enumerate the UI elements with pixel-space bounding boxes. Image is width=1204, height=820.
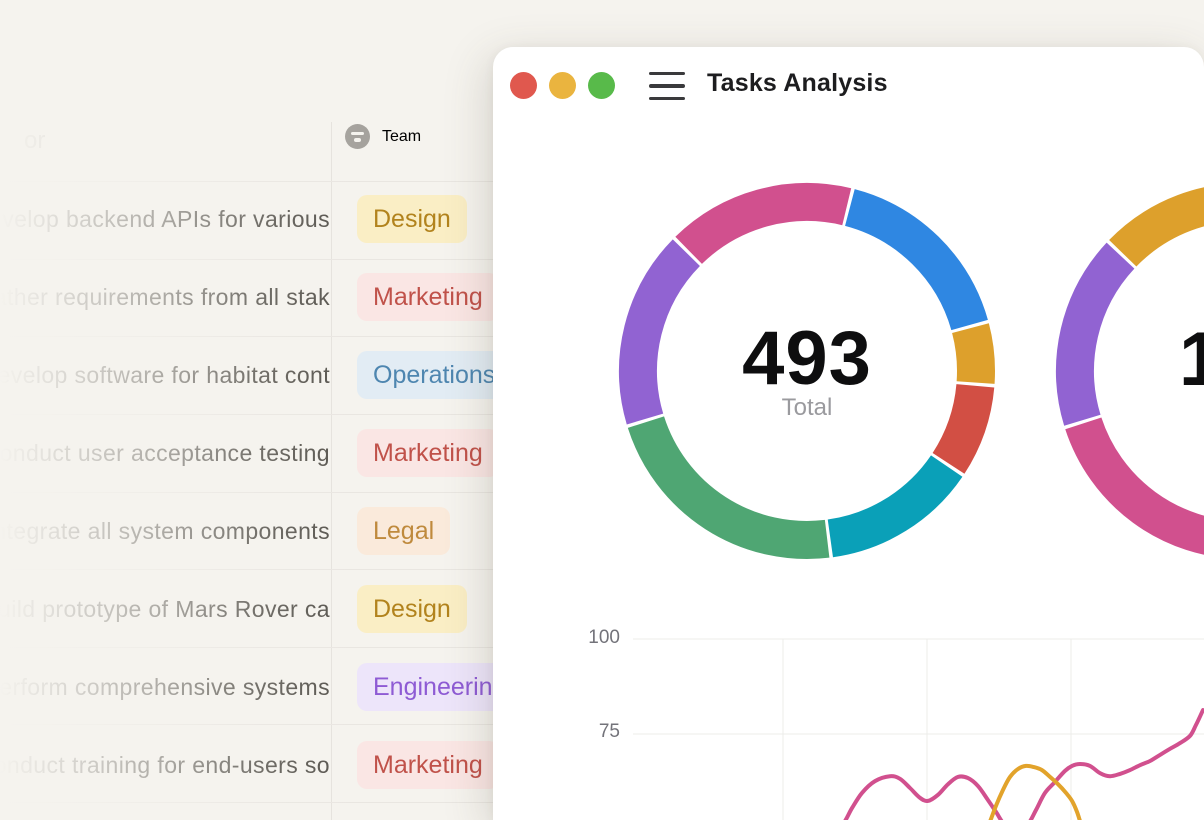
row-separator — [0, 724, 493, 725]
task-name-cell[interactable]: Develop software for habitat cont — [0, 362, 330, 388]
row-separator — [0, 569, 493, 570]
team-tag[interactable]: Marketing — [357, 741, 499, 789]
line-series-pink — [843, 708, 1204, 820]
row-separator — [0, 181, 493, 182]
task-name-cell[interactable]: Integrate all system components — [0, 518, 330, 544]
donut1-total-value: 493 — [742, 316, 872, 401]
row-separator — [0, 492, 493, 493]
select-filter-icon — [345, 124, 370, 149]
donut1-segment-purple — [619, 239, 701, 425]
hamburger-menu-icon[interactable] — [649, 68, 691, 104]
donut1-total-label: Total — [781, 394, 833, 421]
row-separator — [0, 647, 493, 648]
close-traffic-light-button[interactable] — [510, 72, 537, 99]
donut1-segment-pink — [675, 183, 852, 265]
donut1-segment-red — [932, 383, 995, 474]
row-separator — [0, 336, 493, 337]
donut1-segment-teal — [827, 455, 963, 558]
column-divider — [331, 122, 332, 820]
zoom-traffic-light-button[interactable] — [588, 72, 615, 99]
team-tag[interactable]: Marketing — [357, 429, 499, 477]
team-tag[interactable]: Marketing — [357, 273, 499, 321]
task-name-cell[interactable]: Conduct training for end-users so — [0, 752, 330, 778]
left-column-header: or — [24, 127, 46, 154]
row-separator — [0, 259, 493, 260]
team-column-header[interactable]: Team — [345, 124, 421, 149]
team-tag[interactable]: Operations — [357, 351, 512, 399]
donut2-segment-purple — [1056, 242, 1135, 426]
window-titlebar: Tasks Analysis — [493, 47, 1204, 125]
donut1-segment-blue — [844, 189, 988, 331]
task-name-cell[interactable]: Perform comprehensive systems — [0, 674, 330, 700]
donut2-total-value-partial: 1 — [1179, 317, 1204, 402]
donut2-segment-orange — [1109, 187, 1204, 267]
analysis-charts — [619, 183, 1204, 820]
team-tag[interactable]: Design — [357, 585, 467, 633]
y-axis-tick-100: 100 — [588, 627, 620, 648]
task-name-cell[interactable]: Gather requirements from all stak — [0, 284, 330, 310]
window-title: Tasks Analysis — [707, 69, 888, 97]
team-tag[interactable]: Design — [357, 195, 467, 243]
donut1-segment-orange — [951, 323, 995, 384]
row-separator — [0, 802, 493, 803]
task-name-cell[interactable]: Build prototype of Mars Rover ca — [0, 596, 330, 622]
y-axis-tick-75: 75 — [598, 721, 620, 742]
tasks-analysis-window: Tasks Analysis 493 Total 1 100 75 — [493, 47, 1204, 820]
task-name-cell[interactable]: Develop backend APIs for various — [0, 206, 330, 232]
minimize-traffic-light-button[interactable] — [549, 72, 576, 99]
donut1-segment-green — [627, 416, 830, 559]
team-column-label: Team — [382, 127, 422, 145]
donut2-segment-pink — [1065, 417, 1204, 555]
line-series-orange — [988, 763, 1082, 820]
task-name-cell[interactable]: Conduct user acceptance testing — [0, 440, 330, 466]
row-separator — [0, 414, 493, 415]
team-tag[interactable]: Legal — [357, 507, 451, 555]
